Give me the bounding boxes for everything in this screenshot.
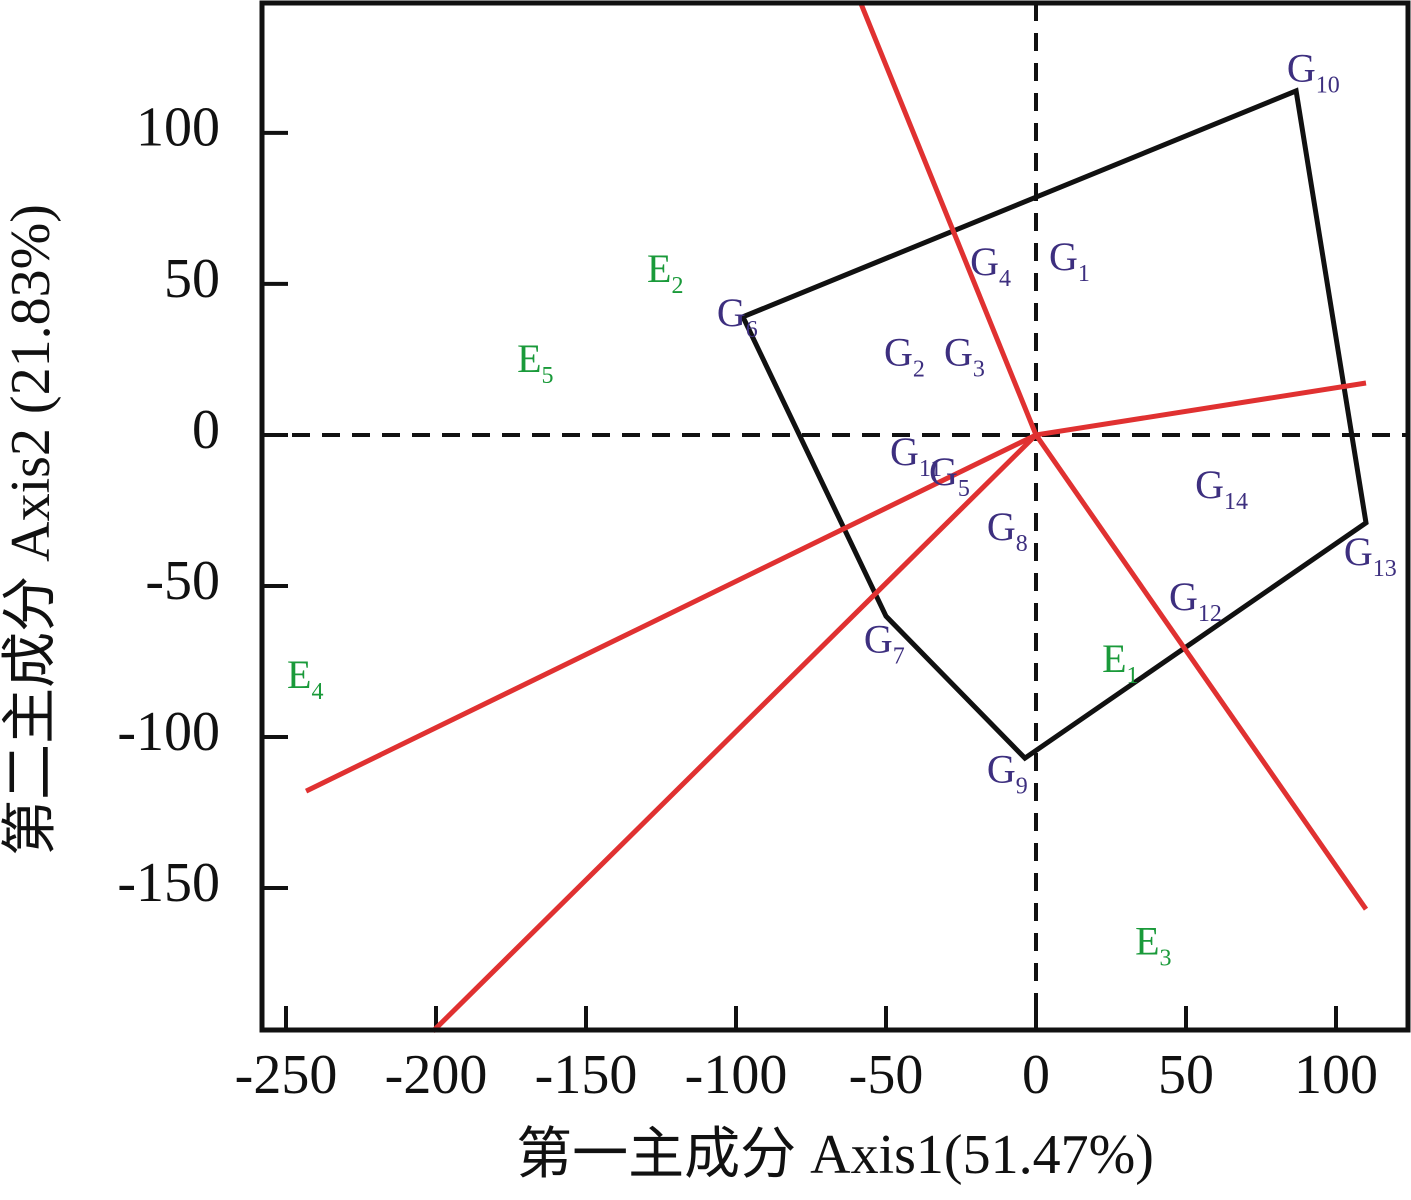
x-axis-title: 第一主成分 Axis1(51.47%) xyxy=(516,1124,1154,1186)
genotype-label: G12 xyxy=(1169,574,1222,626)
sector-ray xyxy=(431,433,1038,1033)
genotype-label: G5 xyxy=(929,449,970,501)
x-tick-label: 100 xyxy=(1294,1044,1378,1106)
genotype-label: G3 xyxy=(944,330,985,382)
x-tick-label: -100 xyxy=(685,1044,788,1106)
polygon xyxy=(739,87,1369,762)
x-tick-label: 0 xyxy=(1022,1044,1050,1106)
genotype-label: G6 xyxy=(717,290,758,342)
x-tick-label: -200 xyxy=(385,1044,488,1106)
y-axis-title: 第二主成分 Axis2 (21.83%) xyxy=(0,204,62,856)
y-tick-label: 50 xyxy=(164,248,220,310)
genotype-label: G11 xyxy=(890,429,942,481)
x-tick-label: 50 xyxy=(1158,1044,1214,1106)
genotype-label: G1 xyxy=(1049,234,1090,286)
y-tick-label: -150 xyxy=(117,852,220,914)
sector-ray xyxy=(1033,433,1369,911)
genotype-label: G2 xyxy=(884,330,925,382)
y-tick-label: -50 xyxy=(145,550,220,612)
y-tick-label: -100 xyxy=(117,701,220,763)
sector-ray xyxy=(305,432,1038,794)
sector-ray xyxy=(1035,380,1367,438)
y-tick-label: 100 xyxy=(136,97,220,159)
environment-label: E2 xyxy=(647,246,683,298)
genotype-label: G4 xyxy=(970,239,1011,291)
environment-label: E4 xyxy=(287,652,323,704)
genotype-label: G7 xyxy=(864,617,905,669)
genotype-label: G9 xyxy=(987,746,1028,798)
environment-label: E3 xyxy=(1135,919,1171,971)
environment-label: E1 xyxy=(1102,636,1138,688)
sector-ray xyxy=(858,2,1039,436)
x-tick-label: -50 xyxy=(849,1044,924,1106)
genotype-label: G14 xyxy=(1195,462,1248,514)
genotype-label: G13 xyxy=(1344,529,1397,581)
x-tick-label: -150 xyxy=(535,1044,638,1106)
x-tick-label: -250 xyxy=(235,1044,338,1106)
genotype-label: G8 xyxy=(987,504,1028,556)
environment-label: E5 xyxy=(517,336,553,388)
plot-frame xyxy=(259,0,1411,1033)
genotype-label: G10 xyxy=(1287,46,1340,98)
y-tick-label: 0 xyxy=(192,399,220,461)
